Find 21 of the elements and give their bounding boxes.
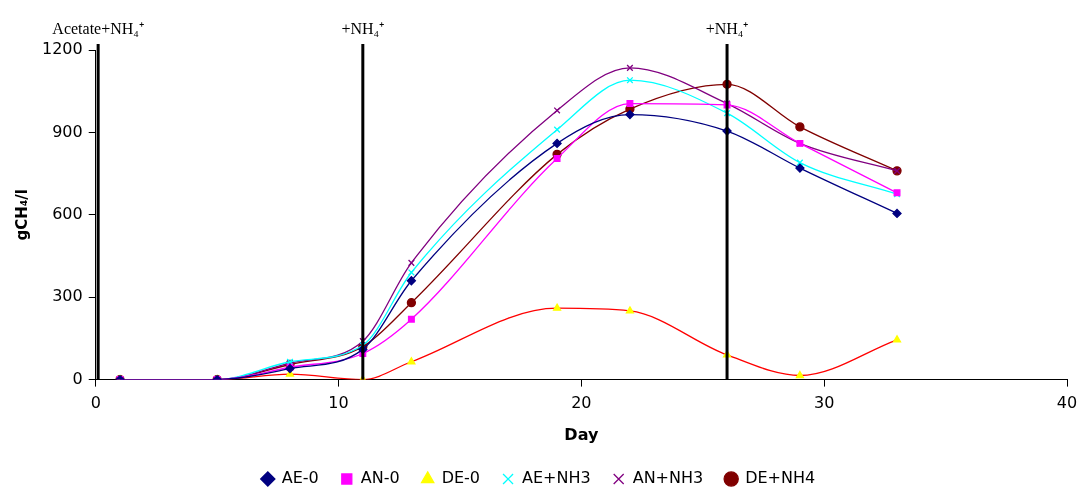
x-axis-title: Day bbox=[564, 424, 599, 444]
ref-line-label: Acetate+NH₄⁺ bbox=[52, 20, 144, 38]
y-tick-label: 900 bbox=[52, 121, 83, 141]
ref-line-label: +NH₄⁺ bbox=[341, 20, 385, 38]
y-tick-label: 600 bbox=[52, 203, 83, 223]
y-tick-label: 0 bbox=[72, 368, 83, 388]
y-tick-label: 300 bbox=[52, 286, 83, 306]
y-tick-label: 1200 bbox=[42, 39, 83, 59]
legend-label: AE+NH3 bbox=[522, 468, 591, 488]
x-tick-label: 0 bbox=[90, 393, 101, 413]
x-tick-label: 20 bbox=[571, 393, 592, 413]
x-tick-label: 30 bbox=[814, 393, 835, 413]
legend-label: AE-0 bbox=[281, 468, 319, 488]
x-tick-label: 40 bbox=[1056, 393, 1078, 413]
legend-label: DE+NH4 bbox=[745, 468, 816, 488]
legend-label: AN-0 bbox=[360, 468, 400, 488]
legend-label: DE-0 bbox=[441, 468, 481, 488]
legend-label: AN+NH3 bbox=[632, 468, 704, 488]
y-axis-title: gCH₄/l bbox=[12, 189, 31, 241]
ref-line-label: +NH₄⁺ bbox=[705, 20, 749, 38]
x-tick-label: 10 bbox=[328, 393, 349, 413]
